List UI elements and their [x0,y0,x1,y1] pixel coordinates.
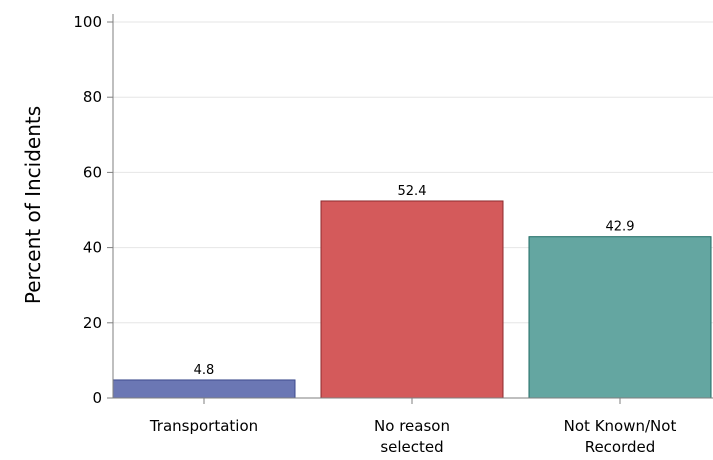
data-label: 4.8 [194,363,215,378]
data-labels: 4.8 52.4 42.9 [194,184,635,378]
bar [528,236,712,399]
bar [112,379,296,399]
y-axis-title: Percent of Incidents [21,106,45,304]
y-tick-labels: 0 20 40 60 80 100 [73,13,113,407]
x-tick-label: Recorded [585,438,656,456]
y-tick-label: 80 [83,88,102,106]
x-tick-label: No reason [374,417,450,435]
y-tick-label: 60 [83,163,102,181]
bar [320,200,504,399]
axes [112,14,713,399]
bars [112,200,712,399]
x-tick-label: Transportation [149,417,258,435]
x-tick-label: Not Known/Not [564,417,677,435]
data-label: 52.4 [398,184,427,199]
y-tick-label: 20 [83,314,102,332]
data-label: 42.9 [606,220,635,235]
x-tick-label: selected [380,438,443,456]
y-tick-label: 0 [92,389,102,407]
x-category-labels: Transportation No reason selected Not Known… [149,398,677,456]
y-tick-label: 100 [73,13,102,31]
y-tick-label: 40 [83,239,102,257]
